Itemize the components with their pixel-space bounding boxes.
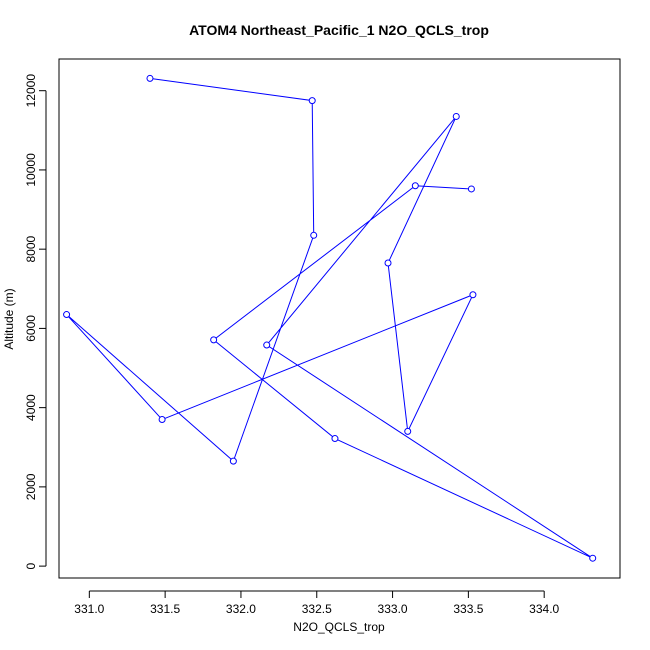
y-tick-label: 0 xyxy=(24,562,38,569)
plot-frame xyxy=(58,58,621,579)
data-point xyxy=(452,112,460,120)
y-tick-label: 2000 xyxy=(24,473,38,500)
y-tick-label: 10000 xyxy=(24,153,38,187)
series-line xyxy=(66,77,593,559)
x-axis: 331.0 331.5 332.0 332.5 333.0 333.5 334.0 xyxy=(74,590,560,616)
y-tick-label: 4000 xyxy=(24,394,38,421)
x-tick-label: 332.0 xyxy=(226,602,256,616)
data-point xyxy=(308,97,316,105)
data-series xyxy=(63,74,597,562)
x-tick-label: 334.0 xyxy=(529,602,559,616)
data-point xyxy=(469,291,477,299)
data-point xyxy=(467,185,475,193)
chart-title: ATOM4 Northeast_Pacific_1 N2O_QCLS_trop xyxy=(189,22,489,38)
data-point xyxy=(331,435,339,443)
data-point xyxy=(411,182,419,190)
y-tick-label: 8000 xyxy=(24,235,38,262)
y-axis: 0 2000 4000 6000 8000 10000 12000 xyxy=(24,74,47,569)
x-tick-label: 332.5 xyxy=(302,602,332,616)
x-tick-label: 333.0 xyxy=(378,602,408,616)
data-point xyxy=(146,74,154,82)
x-tick-label: 331.5 xyxy=(150,602,180,616)
data-point xyxy=(404,427,412,435)
x-axis-label: N2O_QCLS_trop xyxy=(293,620,385,634)
data-point xyxy=(310,231,318,239)
x-tick-label: 331.0 xyxy=(74,602,104,616)
data-point xyxy=(229,457,237,465)
data-point xyxy=(263,341,271,349)
y-axis-label: Altitude (m) xyxy=(2,288,16,349)
x-tick-label: 333.5 xyxy=(453,602,483,616)
data-point xyxy=(589,554,597,562)
y-tick-label: 6000 xyxy=(24,315,38,342)
data-point xyxy=(158,416,166,424)
data-point xyxy=(210,336,218,344)
data-point xyxy=(63,311,71,319)
data-point xyxy=(384,259,392,267)
y-tick-label: 12000 xyxy=(24,74,38,108)
